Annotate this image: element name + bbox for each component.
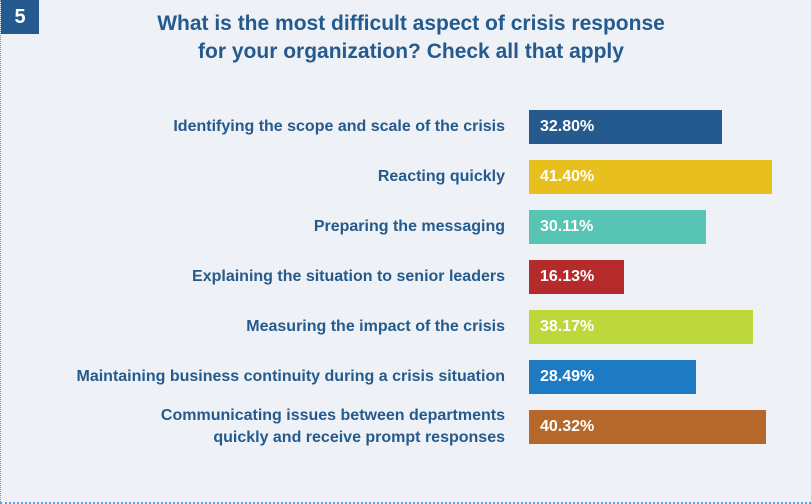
chart-title-line-1: What is the most difficult aspect of cri… [157,12,665,35]
bar-label-line: Explaining the situation to senior leade… [192,268,505,285]
bar-value-label: 16.13% [540,268,595,285]
bar-value-label: 40.32% [540,418,595,435]
bar: 32.80% [529,110,722,144]
bar-label: Reacting quickly [25,166,505,188]
bar-label: Maintaining business continuity during a… [25,366,506,388]
bar-label-line: Measuring the impact of the crisis [246,318,505,335]
bar-value-label: 30.11% [540,218,594,235]
chart-title-line-2: for your organization? Check all that ap… [198,40,624,63]
bar: 41.40% [529,160,772,194]
bar: 40.32% [529,410,766,444]
bar-label: Identifying the scope and scale of the c… [25,116,505,138]
bar: 28.49% [529,360,696,394]
bar-label-line: Reacting quickly [377,168,505,185]
bar-value-label: 41.40% [540,168,595,185]
bar-label: Communicating issues between departments… [25,405,505,449]
bar-label-line: Maintaining business continuity during a… [76,368,506,385]
bar: 16.13% [529,260,624,294]
bar-label-line: Communicating issues between departments [160,407,505,424]
bar-label-line: quickly and receive prompt responses [213,429,505,446]
bar-label-line: Preparing the messaging [313,218,505,235]
bar-value-label: 28.49% [540,368,595,385]
bar-label: Explaining the situation to senior leade… [25,266,505,288]
bar: 30.11% [529,210,706,244]
chart-title: What is the most difficult aspect of cri… [91,10,731,66]
bar-label: Preparing the messaging [25,216,505,238]
bar: 38.17% [529,310,753,344]
bar-label-line: Identifying the scope and scale of the c… [173,118,505,135]
bar-value-label: 32.80% [540,118,595,135]
bar-value-label: 38.17% [540,318,595,335]
figure-number-badge: 5 [1,0,39,34]
bar-label: Measuring the impact of the crisis [25,316,505,338]
